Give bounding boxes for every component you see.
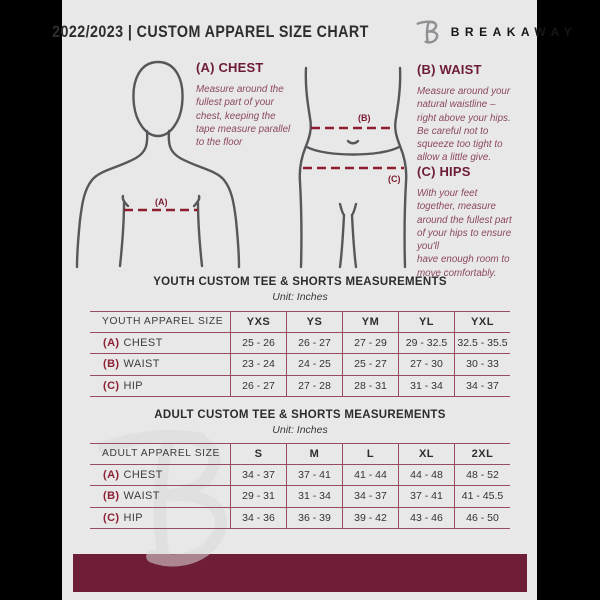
row-name: WAIST [123, 358, 160, 371]
measurement-value-cell: 26 - 27 [286, 332, 342, 354]
waist-line-label: (B) [358, 113, 371, 123]
measurement-value-cell: 36 - 39 [286, 507, 342, 529]
row-name: HIP [123, 511, 144, 524]
size-column-header: L [342, 443, 398, 465]
row-key: (B) [103, 358, 120, 371]
measurement-value-cell: 32.5 - 35.5 [454, 332, 510, 354]
measurement-value-cell: 41 - 44 [342, 464, 398, 486]
measurement-value-cell: 31 - 34 [286, 486, 342, 508]
measurement-row-label: (C) HIP [90, 508, 230, 529]
measurement-value-cell: 27 - 29 [342, 332, 398, 354]
measurement-value-cell: 29 - 32.5 [398, 332, 454, 354]
measurement-value-cell: 27 - 30 [398, 354, 454, 376]
hips-heading: (C) HIPS [417, 164, 471, 179]
waist-instructions: (B) WAIST Measure around your natural wa… [417, 62, 535, 165]
measurement-value-cell: 31 - 34 [398, 375, 454, 397]
measurement-value-cell: 43 - 46 [398, 507, 454, 529]
youth-section-header: YOUTH CUSTOM TEE & SHORTS MEASUREMENTS U… [90, 276, 510, 303]
chest-heading: (A) CHEST [196, 60, 264, 75]
measurement-value-cell: 25 - 26 [230, 332, 286, 354]
row-name: CHEST [123, 468, 163, 481]
hips-line-label: (C) [388, 174, 401, 184]
brand-lockup: BREAKAWAY [415, 17, 577, 47]
chest-instructions: (A) CHEST Measure around the fullest par… [196, 60, 311, 149]
waist-heading: (B) WAIST [417, 62, 482, 77]
table-corner-header: YOUTH APPAREL SIZE [90, 311, 230, 333]
row-name: WAIST [123, 490, 160, 503]
youth-section-title: YOUTH CUSTOM TEE & SHORTS MEASUREMENTS [153, 276, 447, 288]
measurement-value-cell: 41 - 45.5 [454, 486, 510, 508]
youth-size-table: YOUTH APPAREL SIZE YXS YS YM YL YXL (A) CHEST 25… [90, 311, 510, 397]
adult-section-title: ADULT CUSTOM TEE & SHORTS MEASUREMENTS [154, 409, 446, 421]
measurement-value-cell: 34 - 37 [454, 375, 510, 397]
measurement-value-cell: 34 - 37 [230, 464, 286, 486]
hips-instructions: (C) HIPS With your feet together, measur… [417, 164, 537, 280]
measurement-row-label: (A) CHEST [90, 465, 230, 486]
measurement-value-cell: 30 - 33 [454, 354, 510, 376]
hips-figure: (B) (C) [298, 66, 408, 269]
chest-line-label: (A) [155, 197, 168, 207]
size-column-header: YS [286, 311, 342, 333]
measurement-value-cell: 37 - 41 [286, 464, 342, 486]
size-column-header: S [230, 443, 286, 465]
measurement-value-cell: 34 - 36 [230, 507, 286, 529]
measurement-row-label: (B) WAIST [90, 354, 230, 376]
measurement-value-cell: 29 - 31 [230, 486, 286, 508]
brand-name: BREAKAWAY [450, 25, 578, 39]
measurement-value-cell: 26 - 27 [230, 375, 286, 397]
measurement-row-label: (C) HIP [90, 376, 230, 397]
measurement-value-cell: 25 - 27 [342, 354, 398, 376]
size-chart-document: 2022/2023 | CUSTOM APPAREL SIZE CHART BR… [52, 0, 572, 600]
waist-body-text: Measure around your natural waistline – … [417, 86, 511, 164]
row-name: CHEST [123, 336, 163, 349]
row-key: (A) [103, 468, 120, 481]
measurement-row-label: (B) WAIST [90, 486, 230, 508]
measurement-value-cell: 23 - 24 [230, 354, 286, 376]
size-column-header: 2XL [454, 443, 510, 465]
measurement-value-cell: 37 - 41 [398, 486, 454, 508]
row-key: (A) [103, 336, 120, 349]
size-column-header: M [286, 443, 342, 465]
measurement-value-cell: 28 - 31 [342, 375, 398, 397]
measurement-value-cell: 46 - 50 [454, 507, 510, 529]
measurement-value-cell: 44 - 48 [398, 464, 454, 486]
measurement-row-label: (A) CHEST [90, 333, 230, 354]
row-key: (C) [103, 379, 120, 392]
measurement-value-cell: 27 - 28 [286, 375, 342, 397]
measurement-value-cell: 34 - 37 [342, 486, 398, 508]
size-column-header: YM [342, 311, 398, 333]
breakaway-logo-icon [416, 20, 439, 44]
row-key: (C) [103, 511, 120, 524]
row-name: HIP [123, 379, 144, 392]
size-column-header: XL [398, 443, 454, 465]
youth-unit-label: Unit: Inches [272, 291, 328, 303]
table-corner-header: ADULT APPAREL SIZE [90, 443, 230, 465]
measurement-value-cell: 39 - 42 [342, 507, 398, 529]
chest-body-text: Measure around the fullest part of your … [196, 84, 291, 149]
row-key: (B) [103, 490, 120, 503]
page-title: 2022/2023 | CUSTOM APPAREL SIZE CHART [51, 22, 369, 41]
hips-body-text: With your feet together, measure around … [417, 188, 512, 279]
measurement-value-cell: 48 - 52 [454, 464, 510, 486]
adult-size-table: ADULT APPAREL SIZE S M L XL 2XL (A) CHEST 34 - 3… [90, 443, 510, 529]
header: 2022/2023 | CUSTOM APPAREL SIZE CHART BR… [52, 17, 572, 47]
measurement-value-cell: 24 - 25 [286, 354, 342, 376]
size-column-header: YXS [230, 311, 286, 333]
adult-section-header: ADULT CUSTOM TEE & SHORTS MEASUREMENTS U… [90, 409, 510, 436]
size-column-header: YXL [454, 311, 510, 333]
adult-unit-label: Unit: Inches [272, 424, 328, 436]
size-column-header: YL [398, 311, 454, 333]
